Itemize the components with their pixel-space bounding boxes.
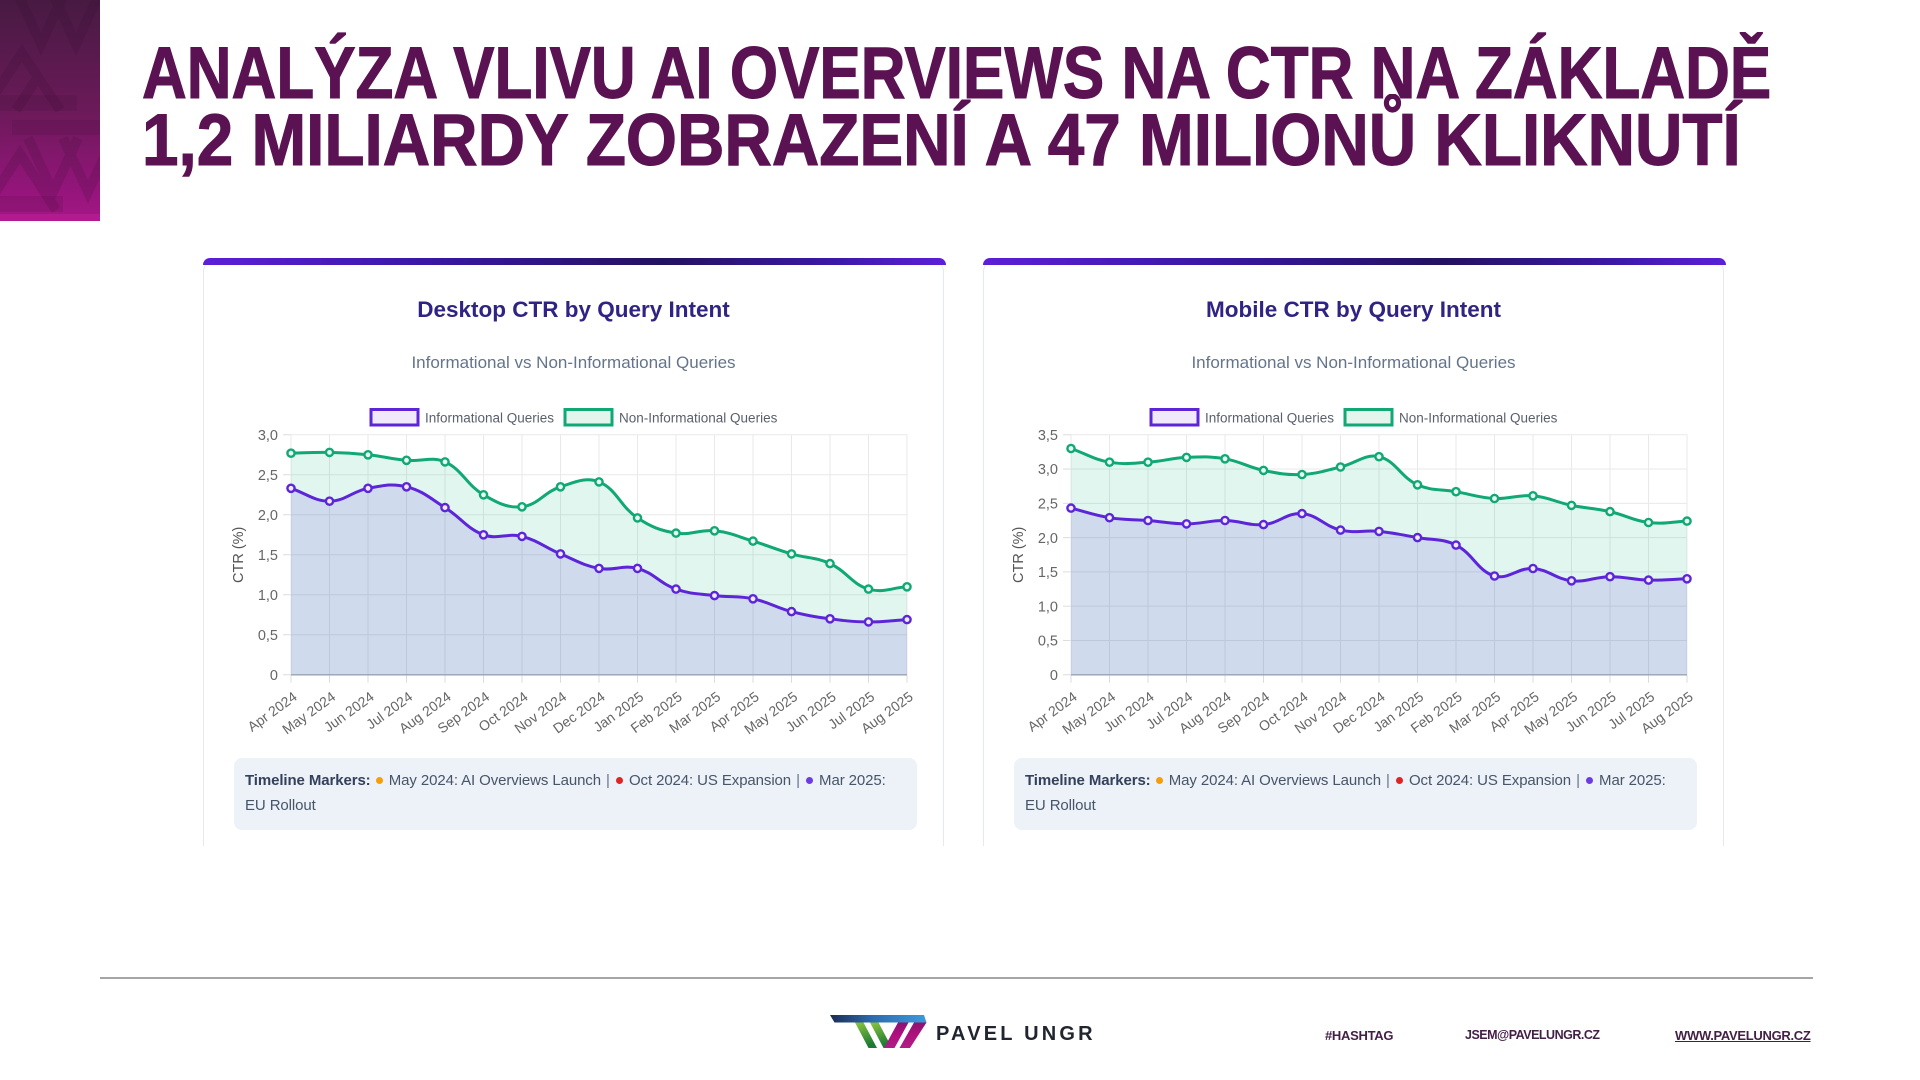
- svg-text:Non-Informational Queries: Non-Informational Queries: [619, 411, 778, 426]
- svg-text:2,0: 2,0: [1038, 531, 1058, 547]
- svg-text:1,0: 1,0: [1038, 599, 1058, 615]
- svg-text:3,0: 3,0: [258, 428, 278, 444]
- svg-text:3,0: 3,0: [1038, 462, 1058, 478]
- svg-text:0,5: 0,5: [1038, 634, 1058, 650]
- svg-text:Informational Queries: Informational Queries: [1205, 411, 1334, 426]
- svg-text:2,5: 2,5: [1038, 497, 1058, 513]
- svg-text:Non-Informational Queries: Non-Informational Queries: [1399, 411, 1558, 426]
- svg-text:2,5: 2,5: [258, 468, 278, 484]
- svg-text:0: 0: [270, 668, 278, 684]
- svg-text:3,5: 3,5: [1038, 428, 1058, 444]
- svg-text:1,5: 1,5: [258, 548, 278, 564]
- svg-text:Informational Queries: Informational Queries: [425, 411, 554, 426]
- svg-text:CTR (%): CTR (%): [231, 527, 247, 583]
- svg-text:1,0: 1,0: [258, 588, 278, 604]
- svg-text:0,5: 0,5: [258, 628, 278, 644]
- svg-text:0: 0: [1050, 668, 1058, 684]
- svg-text:1,5: 1,5: [1038, 565, 1058, 581]
- svg-text:2,0: 2,0: [258, 508, 278, 524]
- svg-text:CTR (%): CTR (%): [1011, 527, 1027, 583]
